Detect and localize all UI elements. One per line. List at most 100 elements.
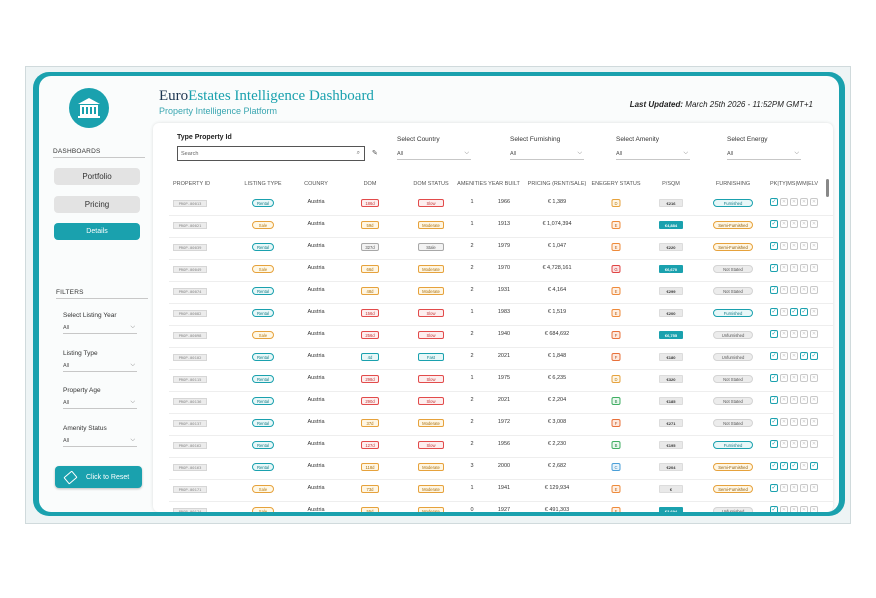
nav-details-button[interactable]: Details [54, 223, 140, 240]
dom-badge: 4d [361, 353, 379, 361]
filter-amenity-label: Select Amenity [616, 136, 659, 143]
year-built-cell: 1913 [497, 221, 511, 227]
elevator-cross-icon: ✕ [810, 242, 818, 250]
country-cell: Austria [307, 463, 325, 469]
amenities-cell: 2 [470, 353, 474, 359]
table-row[interactable]: PROP-00163 Rental Austria 118d Moderate 3 2000… [169, 458, 833, 480]
dashboard-subtitle: Property Intelligence Platform [159, 106, 278, 116]
price-cell: € 1,074,394 [542, 221, 572, 227]
listing-type-badge: Sale [252, 265, 274, 273]
table-row[interactable]: PROP-00098 Sale Austria 256d Slow 2 1940 € 684,… [169, 326, 833, 348]
col-psqm-header[interactable]: P/SQM [662, 181, 680, 187]
dom-status-badge: Slow [418, 441, 444, 449]
furnishing-badge: Not Stated [713, 265, 753, 273]
psqm-badge: €195 [659, 441, 683, 449]
col-energy-status-header[interactable]: ENEGERY STATUS [591, 181, 641, 187]
reset-button[interactable]: Click to Reset [55, 466, 142, 488]
table-row[interactable]: PROP-00137 Rental Austria 37d Moderate 2 1972 €… [169, 414, 833, 436]
property-id-badge: PROP-00102 [173, 354, 207, 361]
dom-badge: 298d [361, 375, 379, 383]
table-row[interactable]: PROP-00171 Sale Austria 73d Moderate 1 1941 € 1… [169, 480, 833, 502]
filter-country-select[interactable]: All ⌵ [397, 148, 471, 160]
year-built-cell: 1970 [497, 265, 511, 271]
chevron-down-icon: ⌵ [464, 150, 469, 156]
washing-machine-check-icon: ✓ [800, 352, 808, 360]
table-row[interactable]: PROP-00074 Rental Austria 48d Moderate 2 1931 €… [169, 282, 833, 304]
filter-listing-year-select[interactable]: All ⌵ [63, 322, 137, 334]
col-dom-status-header[interactable]: DOM STATUS [413, 181, 449, 187]
nav-portfolio-button[interactable]: Portfolio [54, 168, 140, 185]
terrace-cross-icon: ✕ [780, 242, 788, 250]
dom-badge: 127d [361, 441, 379, 449]
table-row[interactable]: PROP-00174 Sale Austria 55d Moderate 0 1927 € 4… [169, 502, 833, 512]
property-id-badge: PROP-00162 [173, 442, 207, 449]
psqm-badge: €204 [659, 463, 683, 471]
mini-storage-cross-icon: ✕ [790, 440, 798, 448]
psqm-badge: €200 [659, 309, 683, 317]
property-id-badge: PROP-00039 [173, 244, 207, 251]
table-row[interactable]: PROP-00049 Sale Austria 66d Moderate 2 1970 € 4… [169, 260, 833, 282]
col-pricing-header[interactable]: PRICING (RENT/SALE) [527, 181, 587, 187]
table-row[interactable]: PROP-00162 Rental Austria 127d Slow 2 1956 € 2,… [169, 436, 833, 458]
psqm-badge: €320 [659, 375, 683, 383]
elevator-check-icon: ✓ [810, 352, 818, 360]
col-property-id-header[interactable]: PROPERTY ID [173, 181, 211, 187]
col-furnishing-header[interactable]: FURNISHING [715, 181, 751, 187]
col-year-built-header[interactable]: YEAR BUILT [488, 181, 520, 187]
title-part-euro: Euro [159, 88, 189, 104]
filter-energy-select[interactable]: All ⌵ [727, 148, 801, 160]
filter-furnishing-label: Select Furnishing [510, 136, 561, 143]
country-cell: Austria [307, 199, 325, 205]
filter-amenity-select[interactable]: All ⌵ [616, 148, 690, 160]
table-row[interactable]: PROP-00082 Rental Austria 156d Slow 1 1983 € 1,… [169, 304, 833, 326]
col-amenities-header[interactable]: AMENITIES [457, 181, 487, 187]
filter-listing-type-select[interactable]: All ⌵ [63, 360, 137, 372]
filters-heading: FILTERS [56, 289, 84, 296]
energy-status-badge: C [611, 463, 621, 471]
mini-storage-cross-icon: ✕ [790, 242, 798, 250]
psqm-badge: € [659, 485, 683, 493]
table-row[interactable]: PROP-00021 Sale Austria 59d Moderate 1 1913 € 1… [169, 216, 833, 238]
col-listing-type-header[interactable]: LISTING TYPE [244, 181, 282, 187]
listing-type-badge: Sale [252, 507, 274, 512]
parking-check-icon: ✓ [770, 242, 778, 250]
house-icon [69, 88, 109, 128]
listing-type-badge: Sale [252, 331, 274, 339]
washing-machine-cross-icon: ✕ [800, 418, 808, 426]
filter-amenity-status-select[interactable]: All ⌵ [63, 435, 137, 447]
amenities-cell: 2 [470, 331, 474, 337]
filter-property-age-select[interactable]: All ⌵ [63, 397, 137, 409]
country-cell: Austria [307, 309, 325, 315]
psqm-badge: €299 [659, 287, 683, 295]
price-cell: € 4,164 [547, 287, 567, 293]
nav-pricing-button[interactable]: Pricing [54, 196, 140, 213]
col-amenity-flags-header[interactable]: PK|TY|MS|WM|ELV [770, 181, 819, 187]
col-dom-header[interactable]: DOM [363, 181, 377, 187]
table-row[interactable]: PROP-00013 Rental Austria 186d Slow 1 1966 € 1,… [169, 194, 833, 216]
terrace-cross-icon: ✕ [780, 264, 788, 272]
filter-furnishing-select[interactable]: All ⌵ [510, 148, 584, 160]
table-row[interactable]: PROP-00136 Rental Austria 290d Slow 2 2021 € 2,… [169, 392, 833, 414]
filter-property-age-label: Property Age [63, 387, 101, 394]
filter-amenity-status-label: Amenity Status [63, 425, 107, 432]
mini-storage-check-icon: ✓ [790, 308, 798, 316]
table-row[interactable]: PROP-00102 Rental Austria 4d Fast 2 2021 € 1,84… [169, 348, 833, 370]
terrace-cross-icon: ✕ [780, 396, 788, 404]
dom-badge: 37d [361, 419, 379, 427]
table-scrollbar[interactable] [826, 179, 829, 197]
col-country-header[interactable]: COUNRY [304, 181, 328, 187]
terrace-cross-icon: ✕ [780, 374, 788, 382]
elevator-cross-icon: ✕ [810, 220, 818, 228]
table-row[interactable]: PROP-00039 Rental Austria 327d Stale 2 1979 € 1… [169, 238, 833, 260]
filter-listing-year-label: Select Listing Year [63, 312, 117, 319]
mini-storage-cross-icon: ✕ [790, 506, 798, 512]
washing-machine-cross-icon: ✕ [800, 462, 808, 470]
property-id-search-input[interactable]: Search ⌕ [177, 146, 365, 161]
clear-search-icon[interactable]: ✎ [372, 150, 378, 157]
country-cell: Austria [307, 331, 325, 337]
energy-status-badge: B [611, 441, 621, 449]
table-row[interactable]: PROP-00115 Rental Austria 298d Slow 1 1975 € 6,… [169, 370, 833, 392]
dom-status-badge: Slow [418, 397, 444, 405]
psqm-badge: €3,694 [659, 507, 683, 512]
dom-badge: 73d [361, 485, 379, 493]
